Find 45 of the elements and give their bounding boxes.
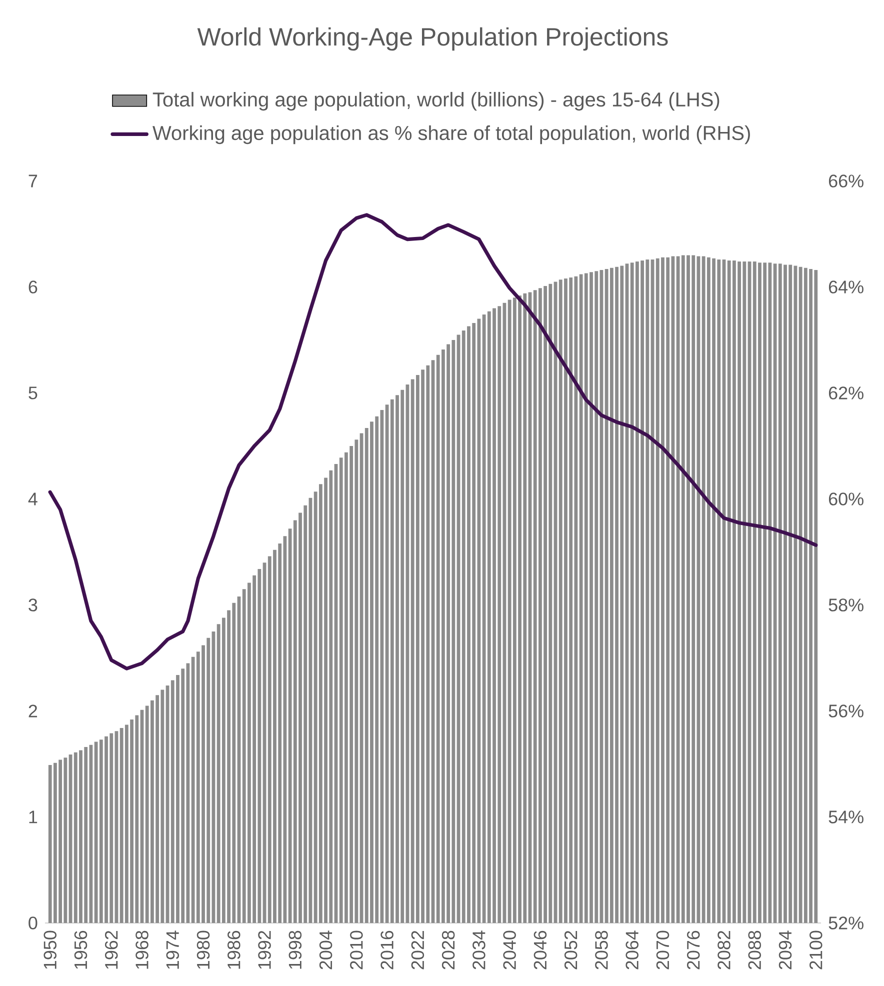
x-tick-label: 2088 (748, 930, 762, 970)
chart-title: World Working-Age Population Projections (197, 27, 668, 51)
y-tick-label: 1 (29, 810, 38, 824)
x-tick-label: 2076 (686, 930, 700, 970)
x-tick-label: 1998 (288, 930, 302, 969)
x-tick-label: 1962 (104, 930, 118, 969)
x-tick-label: 2070 (656, 930, 670, 970)
y2-tick-label: 52% (828, 916, 864, 930)
x-tick-label: 2064 (626, 930, 638, 970)
x-tick-label: 2094 (778, 930, 792, 970)
x-tick-label: 2022 (411, 930, 424, 970)
y-tick-label: 0 (28, 916, 38, 930)
y2-tick-label: 66% (828, 174, 864, 188)
x-tick-label: 2046 (534, 930, 547, 970)
y-tick-label: 7 (28, 174, 38, 188)
y-tick-label: 2 (28, 704, 38, 718)
y-tick-label: 4 (28, 492, 38, 506)
y-tick-label: 6 (28, 280, 38, 294)
legend-label: Total working age population, world (billions) - ages 15-64 (LHS) (152, 92, 720, 111)
y-tick-label: 5 (28, 386, 38, 400)
y2-tick-label: 62% (828, 386, 864, 400)
x-tick-label: 2034 (472, 930, 486, 970)
x-tick-label: 2058 (595, 930, 608, 970)
x-tick-label: 2016 (380, 930, 394, 970)
x-tick-label: 1980 (196, 930, 210, 969)
x-tick-label: 2100 (810, 930, 822, 970)
y2-tick-label: 64% (828, 280, 864, 294)
x-tick-label: 2010 (350, 930, 363, 970)
x-tick-label: 1992 (258, 930, 271, 969)
x-tick-label: 2028 (442, 930, 455, 970)
y2-tick-label: 54% (828, 810, 864, 824)
y-tick-label: 3 (28, 598, 38, 612)
x-tick-label: 2052 (564, 930, 578, 970)
x-tick-label: 2082 (718, 930, 730, 970)
x-tick-label: 1986 (228, 930, 240, 969)
x-tick-label: 2040 (503, 930, 516, 970)
x-tick-label: 1950 (44, 930, 56, 969)
legend-label: Working age population as % share of total population, world (RHS) (152, 125, 750, 144)
x-tick-label: 1956 (74, 930, 88, 969)
y2-tick-label: 60% (828, 492, 864, 506)
y2-tick-label: 58% (828, 598, 864, 612)
y2-tick-label: 56% (828, 704, 864, 718)
x-tick-label: 2004 (319, 930, 332, 970)
x-tick-label: 1974 (166, 930, 180, 969)
x-tick-label: 1968 (136, 930, 148, 969)
